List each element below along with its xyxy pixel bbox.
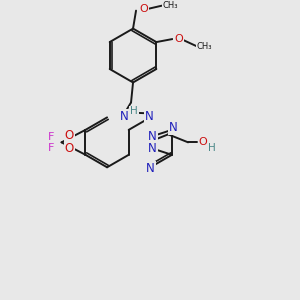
Text: O: O: [174, 34, 183, 44]
Text: O: O: [140, 4, 148, 14]
Text: CH₃: CH₃: [162, 1, 178, 10]
Text: F: F: [47, 132, 54, 142]
Text: CH₃: CH₃: [196, 42, 212, 51]
Text: N: N: [148, 142, 157, 155]
Text: N: N: [148, 130, 157, 143]
Text: H: H: [130, 106, 138, 116]
Text: H: H: [208, 143, 216, 153]
Text: O: O: [65, 129, 74, 142]
Text: N: N: [120, 110, 128, 123]
Text: N: N: [146, 162, 155, 175]
Text: N: N: [145, 110, 154, 123]
Text: F: F: [47, 143, 54, 153]
Text: N: N: [169, 122, 177, 134]
Text: O: O: [199, 137, 208, 147]
Text: O: O: [65, 142, 74, 155]
